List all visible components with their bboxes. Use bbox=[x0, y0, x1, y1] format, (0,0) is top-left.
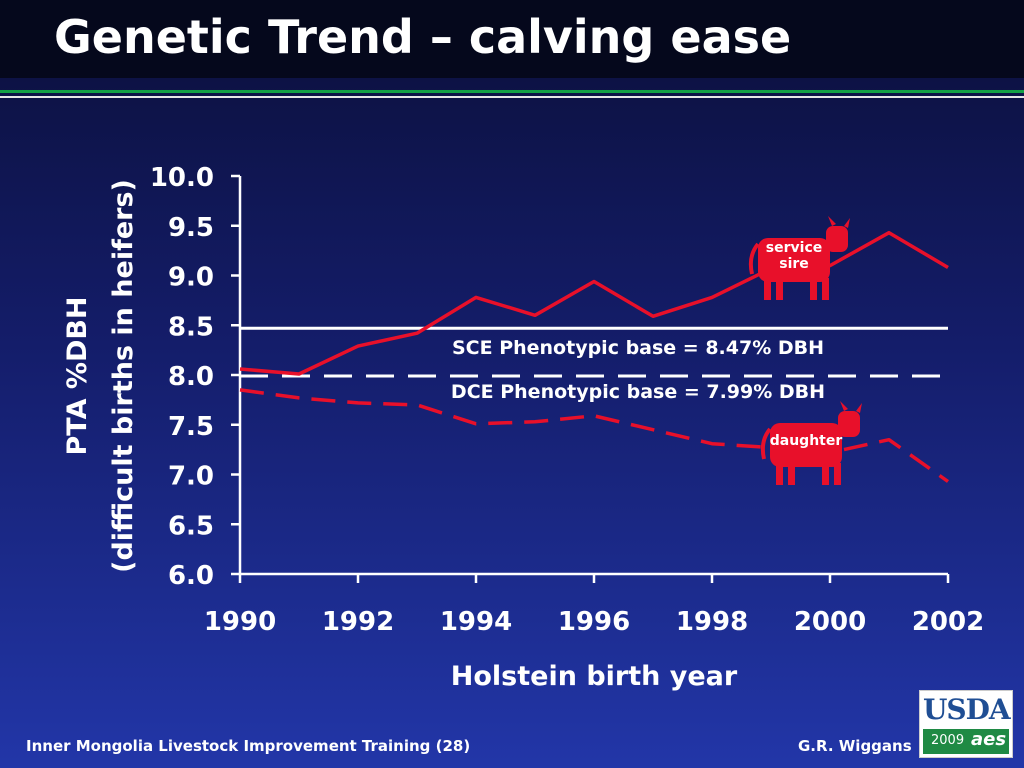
x-tick-label: 1996 bbox=[558, 607, 630, 637]
cow-icon-horn bbox=[828, 216, 836, 226]
y-tick-label: 6.5 bbox=[168, 511, 214, 541]
cow-icon-tail bbox=[760, 427, 772, 460]
title-divider-white bbox=[0, 96, 1024, 98]
cow-icon-body bbox=[770, 423, 842, 467]
cow-icon-head bbox=[826, 226, 848, 252]
cow-icon-label: sire bbox=[779, 256, 809, 272]
footer-author: G.R. Wiggans bbox=[798, 737, 912, 755]
y-tick-label: 10.0 bbox=[150, 163, 214, 193]
cow-icon-leg bbox=[822, 278, 829, 300]
title-bar bbox=[0, 0, 1024, 78]
usda-logo-text: USDA bbox=[923, 693, 1011, 726]
cow-icon-horn bbox=[840, 401, 848, 411]
cow-icon-label: service bbox=[766, 240, 822, 256]
cow-icon-label: daughter bbox=[770, 433, 843, 449]
footer-course-label: Inner Mongolia Livestock Improvement Tra… bbox=[26, 737, 471, 755]
cow-icon-horn bbox=[844, 218, 850, 228]
aes-logo-mark: aes bbox=[971, 729, 1007, 750]
usda-logo: USDA 2009 aes bbox=[919, 690, 1013, 758]
usda-logo-band: 2009 aes bbox=[923, 729, 1009, 754]
cow-icon-leg bbox=[764, 278, 771, 300]
x-tick-label: 1990 bbox=[204, 607, 276, 637]
axes: 6.0 6.5 7.0 7.5 8.0 8.5 9.0 9.5 10.0 1990 1992 1994… bbox=[150, 163, 984, 637]
x-tick-label: 1994 bbox=[440, 607, 512, 637]
cow-icon-leg bbox=[776, 463, 783, 485]
y-tick-label: 8.5 bbox=[168, 312, 214, 342]
cow-icon-head bbox=[838, 411, 860, 437]
cow-icon-leg bbox=[834, 463, 841, 485]
title-divider-green bbox=[0, 90, 1024, 93]
y-tick-label: 9.0 bbox=[168, 263, 214, 293]
daughter-cow-icon: daughter bbox=[760, 401, 862, 485]
cow-icon-body bbox=[758, 238, 830, 282]
y-tick-label: 7.5 bbox=[168, 412, 214, 442]
x-axis-title: Holstein birth year bbox=[451, 661, 738, 692]
cow-icon-leg bbox=[810, 278, 817, 300]
slide-title: Genetic Trend – calving ease bbox=[54, 10, 792, 64]
y-axis-subtitle: (difficult births in heifers) bbox=[108, 179, 139, 573]
x-tick-label: 2002 bbox=[912, 607, 984, 637]
cow-icon-leg bbox=[776, 278, 783, 300]
reference-lines: SCE Phenotypic base = 8.47% DBH DCE Pheno… bbox=[240, 326, 948, 403]
y-axis-title: PTA %DBH bbox=[62, 296, 93, 455]
cow-icon-horn bbox=[856, 403, 862, 413]
y-tick-label: 7.0 bbox=[168, 462, 214, 492]
cow-icon-leg bbox=[788, 463, 795, 485]
cow-icon-leg bbox=[822, 463, 829, 485]
cow-icon-tail bbox=[748, 242, 760, 275]
x-tick-label: 2000 bbox=[794, 607, 866, 637]
y-tick-label: 9.5 bbox=[168, 213, 214, 243]
y-tick-label: 6.0 bbox=[168, 561, 214, 591]
y-tick-label: 8.0 bbox=[168, 362, 214, 392]
x-tick-label: 1992 bbox=[322, 607, 394, 637]
reference-line-label: SCE Phenotypic base = 8.47% DBH bbox=[452, 337, 824, 359]
usda-logo-year: 2009 bbox=[931, 733, 965, 748]
axis-labels: Holstein birth year PTA %DBH (difficult bi… bbox=[62, 179, 738, 692]
reference-line-label: DCE Phenotypic base = 7.99% DBH bbox=[451, 381, 825, 403]
x-tick-label: 1998 bbox=[676, 607, 748, 637]
